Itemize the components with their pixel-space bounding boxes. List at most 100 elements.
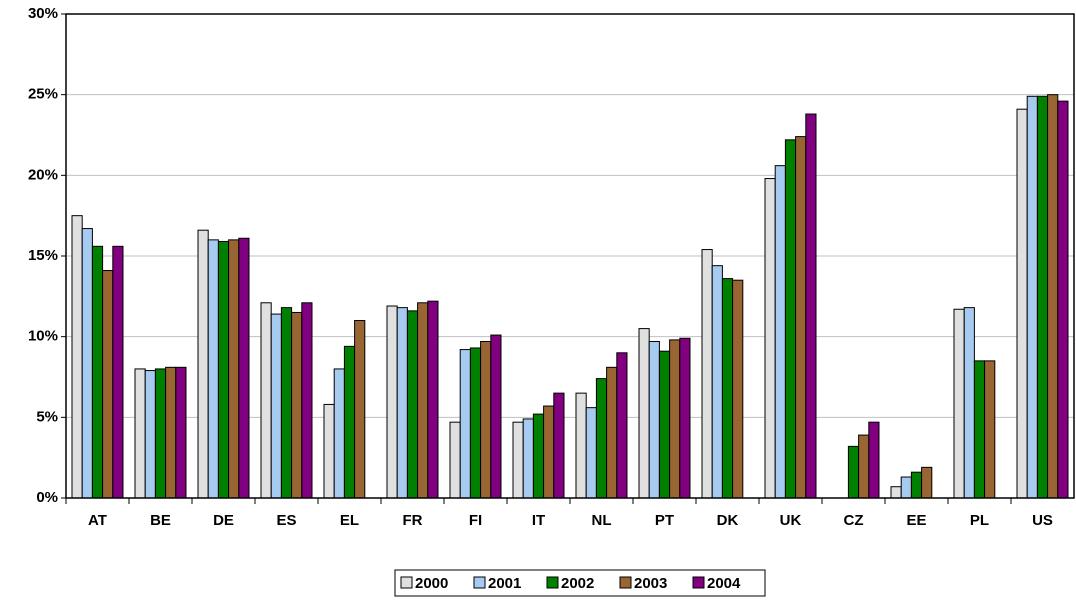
bar: [595, 378, 608, 499]
bar: [900, 476, 912, 499]
y-tick-label: 10%: [28, 328, 58, 345]
bar: [1016, 108, 1028, 499]
bar: [102, 270, 114, 499]
bar: [732, 279, 744, 499]
plot-border: [65, 13, 1075, 499]
bar: [459, 349, 471, 499]
bar: [396, 307, 408, 499]
x-tick-label: US: [1032, 512, 1053, 529]
bar: [469, 347, 482, 499]
bar: [406, 310, 419, 499]
bar: [323, 403, 335, 499]
bar: [197, 229, 209, 499]
bar: [805, 113, 817, 499]
bar: [795, 136, 807, 499]
bar: [417, 302, 429, 499]
x-tick-label: FR: [403, 512, 423, 529]
bar: [449, 421, 461, 499]
legend-swatch: [546, 576, 559, 589]
bar: [522, 418, 534, 499]
legend-swatch: [400, 576, 413, 589]
bar: [638, 328, 650, 499]
bar: [784, 139, 797, 499]
bar: [81, 228, 93, 499]
x-tick-label: CZ: [844, 512, 864, 529]
bar: [575, 392, 587, 499]
y-tick-label: 5%: [36, 408, 58, 425]
y-tick-label: 30%: [28, 5, 58, 22]
bar: [764, 178, 776, 499]
bar: [207, 239, 219, 499]
bar: [343, 345, 356, 499]
bar: [658, 350, 671, 499]
bar: [701, 249, 713, 499]
bar: [71, 215, 83, 499]
bar: [890, 486, 902, 499]
bar: [553, 392, 565, 499]
bar: [280, 307, 293, 499]
bar: [228, 239, 240, 499]
bar: [134, 368, 146, 499]
bar: [91, 245, 104, 499]
legend-label: 2001: [488, 575, 521, 592]
bar: [910, 471, 923, 499]
bar: [270, 313, 282, 499]
legend-label: 2004: [707, 575, 741, 592]
bar: [721, 278, 734, 499]
bar: [490, 334, 502, 499]
bar: [291, 311, 303, 499]
bar: [1036, 95, 1049, 499]
bar: [953, 308, 965, 499]
x-tick-label: BE: [150, 512, 171, 529]
bar: [427, 300, 439, 499]
bar: [386, 305, 398, 499]
y-tick-label: 0%: [36, 489, 58, 506]
bar: [333, 368, 345, 499]
bar: [984, 360, 996, 499]
x-tick-label: EE: [906, 512, 926, 529]
x-tick-label: NL: [592, 512, 612, 529]
legend-label: 2000: [415, 575, 448, 592]
bar: [921, 466, 933, 499]
bar: [1057, 100, 1069, 499]
bar: [1026, 95, 1038, 499]
y-tick-label: 25%: [28, 86, 58, 103]
bar: [165, 366, 177, 499]
bar: [711, 265, 723, 499]
bar: [868, 421, 880, 499]
bar: [543, 405, 555, 499]
bar: [1047, 94, 1059, 499]
bar: [112, 245, 124, 499]
x-tick-label: IT: [532, 512, 545, 529]
legend-swatch: [473, 576, 486, 589]
bar: [154, 368, 167, 499]
x-tick-label: DK: [717, 512, 739, 529]
y-tick-label: 20%: [28, 166, 58, 183]
x-tick-label: PL: [970, 512, 989, 529]
bar: [260, 302, 272, 499]
bar: [973, 360, 986, 499]
x-tick-label: ES: [276, 512, 296, 529]
bar: [238, 237, 250, 499]
bar: [301, 302, 313, 499]
legend-label: 2003: [634, 575, 667, 592]
bar: [774, 165, 786, 499]
x-tick-label: PT: [655, 512, 674, 529]
bar: [963, 307, 975, 499]
bar: [532, 413, 545, 499]
bar: [217, 240, 230, 499]
bar: [144, 370, 156, 499]
legend-label: 2002: [561, 575, 594, 592]
x-tick-label: FI: [469, 512, 482, 529]
x-tick-label: EL: [340, 512, 359, 529]
bar: [480, 341, 492, 499]
x-tick-label: DE: [213, 512, 234, 529]
bar: [847, 445, 860, 499]
legend-swatch: [692, 576, 705, 589]
bar: [585, 407, 597, 499]
bar: [512, 421, 524, 499]
bar: [616, 352, 628, 499]
bar: [679, 337, 691, 499]
x-tick-label: AT: [88, 512, 107, 529]
